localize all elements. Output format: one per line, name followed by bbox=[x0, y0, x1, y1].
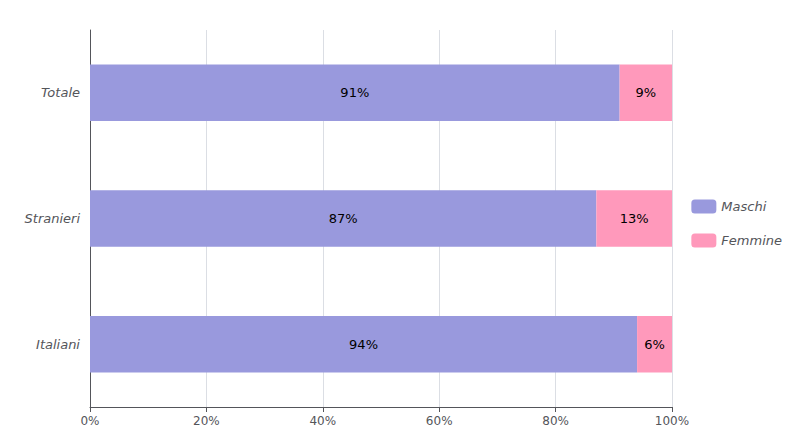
svg-text:Maschi: Maschi bbox=[721, 199, 766, 214]
svg-text:13%: 13% bbox=[620, 211, 649, 226]
svg-text:94%: 94% bbox=[349, 337, 378, 352]
svg-text:91%: 91% bbox=[340, 85, 369, 100]
svg-text:100%: 100% bbox=[655, 414, 689, 428]
svg-text:87%: 87% bbox=[329, 211, 358, 226]
svg-text:Totale: Totale bbox=[41, 85, 80, 100]
svg-text:9%: 9% bbox=[635, 85, 656, 100]
svg-text:80%: 80% bbox=[542, 414, 569, 428]
svg-text:0%: 0% bbox=[80, 414, 99, 428]
svg-text:Stranieri: Stranieri bbox=[25, 211, 81, 226]
svg-text:40%: 40% bbox=[309, 414, 336, 428]
svg-text:20%: 20% bbox=[193, 414, 220, 428]
svg-text:6%: 6% bbox=[644, 337, 665, 352]
svg-text:Italiani: Italiani bbox=[36, 337, 80, 352]
svg-text:Femmine: Femmine bbox=[721, 233, 782, 248]
svg-text:60%: 60% bbox=[426, 414, 453, 428]
